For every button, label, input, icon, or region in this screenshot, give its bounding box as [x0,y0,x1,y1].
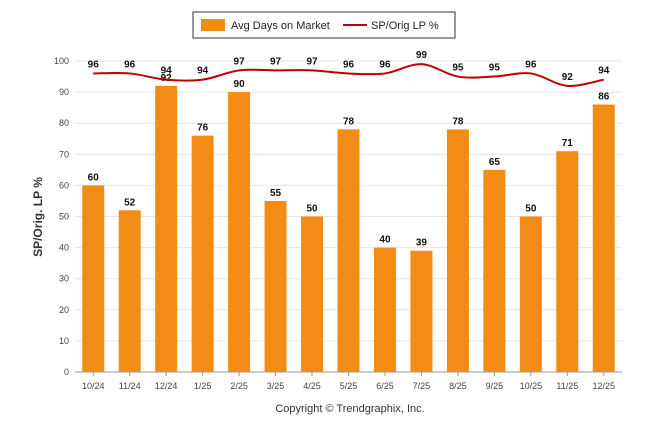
line-value-label: 99 [416,50,428,61]
bar-value-label: 52 [124,197,136,208]
y-tick-label: 90 [59,87,69,97]
bar-value-label: 92 [161,73,173,84]
legend-label-line: SP/Orig LP % [371,20,439,32]
bars: 60 52 92 76 90 55 50 78 40 39 78 65 50 71 86 [82,73,615,372]
bar-value-label: 90 [234,79,246,90]
bar-value-label: 78 [343,116,355,127]
bar [337,129,360,372]
x-tick-label: 12/25 [593,381,616,391]
x-tick-label: 1/25 [194,381,212,391]
bar-value-label: 40 [379,235,391,246]
bar-value-label: 39 [416,238,428,249]
line-value-label: 97 [234,56,246,67]
bar-value-label: 50 [306,204,318,215]
line-value-label: 94 [161,66,173,77]
line-value-label: 92 [562,72,574,83]
bar [191,135,214,372]
bar-value-label: 60 [88,172,100,183]
x-tick-label: 11/24 [119,381,141,391]
bar [483,169,506,372]
x-tick-label: 10/24 [82,381,105,391]
line-value-label: 96 [379,59,391,70]
bar-value-label: 86 [598,92,610,103]
y-tick-label: 100 [54,56,69,66]
bar [228,92,251,372]
y-axis: 0 10 20 30 40 50 60 70 80 90 100 [54,56,69,377]
x-tick-label: 11/25 [556,381,578,391]
bar-value-label: 50 [525,204,537,215]
bar-value-label: 65 [489,157,501,168]
copyright-text: Copyright © Trendgraphix, Inc. [275,403,424,415]
y-tick-label: 20 [59,305,69,315]
y-tick-label: 30 [59,274,69,284]
line-value-label: 96 [88,59,100,70]
line-value-label: 95 [489,63,501,74]
y-tick-label: 50 [59,212,69,222]
bar-value-label: 78 [452,116,464,127]
bar-value-label: 71 [562,138,574,149]
bar [592,104,615,372]
line-value-label: 97 [306,56,318,67]
bar [556,151,579,372]
bar [264,200,287,372]
legend-swatch-bar [201,19,225,31]
bar [82,185,105,372]
x-tick-label: 7/25 [413,381,431,391]
x-tick-label: 4/25 [303,381,321,391]
x-tick-label: 6/25 [376,381,394,391]
y-tick-label: 80 [59,118,69,128]
x-tick-label: 10/25 [520,381,543,391]
x-tick-label: 3/25 [267,381,285,391]
line-value-label: 96 [124,59,136,70]
bar [446,129,469,372]
line-value-label: 94 [598,66,610,77]
y-tick-label: 10 [59,336,69,346]
x-tick-label: 5/25 [340,381,358,391]
y-tick-label: 60 [59,180,69,190]
x-tick-label: 8/25 [449,381,467,391]
bar-value-label: 76 [197,123,209,134]
line-value-label: 96 [343,59,355,70]
bar [373,247,396,372]
legend-label-bar: Avg Days on Market [231,20,330,32]
legend: Avg Days on Market SP/Orig LP % [192,11,456,39]
line-value-label: 95 [452,63,464,74]
bar-value-label: 55 [270,188,282,199]
bar [301,216,324,372]
bar [410,250,433,372]
y-tick-label: 70 [59,149,69,159]
x-tick-label: 2/25 [230,381,248,391]
legend-box [192,11,456,39]
y-tick-label: 40 [59,243,69,253]
bar [155,85,178,372]
y-axis-label: SP/Orig. LP % [31,177,45,257]
y-tick-label: 0 [64,367,69,377]
line-path [93,63,604,87]
line-value-label: 96 [525,59,537,70]
x-tick-label: 12/24 [155,381,178,391]
bar [118,210,141,372]
x-axis: 10/24 11/24 12/24 1/25 2/25 3/25 4/25 5/25 6/25 7… [82,372,615,391]
bar [519,216,542,372]
line-value-label: 97 [270,56,282,67]
line-value-label: 94 [197,66,209,77]
x-tick-label: 9/25 [486,381,504,391]
